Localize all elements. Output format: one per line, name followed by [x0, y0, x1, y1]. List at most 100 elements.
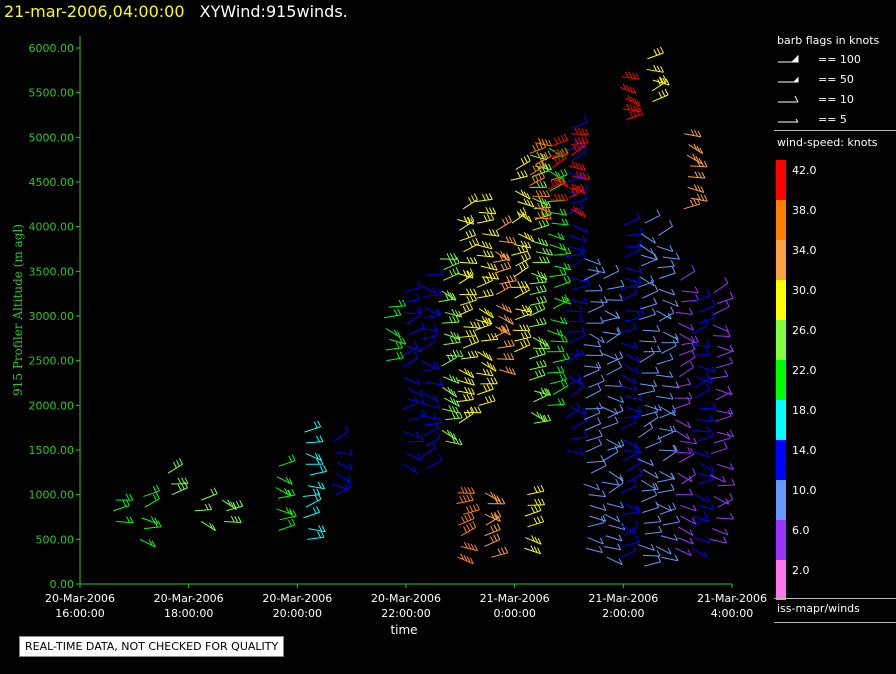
barb-tick — [561, 296, 566, 303]
barb-tick — [394, 329, 398, 336]
barb-tick — [152, 494, 157, 501]
barb-tick — [581, 186, 586, 194]
barb-tick — [571, 161, 576, 168]
barb-tick — [638, 467, 643, 475]
barb-staff — [570, 122, 588, 129]
wind-barb — [475, 193, 493, 203]
barb-tick — [523, 232, 528, 239]
barb-tick — [557, 345, 562, 352]
barb-staff — [608, 471, 624, 482]
wind-barb — [604, 513, 621, 523]
wind-barb — [603, 264, 620, 279]
wind-barb — [335, 448, 353, 456]
barb-tick — [471, 487, 475, 494]
barb-tick — [536, 286, 540, 293]
wind-barb — [694, 494, 711, 503]
barb-tick — [599, 537, 604, 545]
barb-tick — [687, 447, 692, 454]
barb-tick — [534, 498, 539, 506]
barb-staff — [144, 526, 162, 530]
barb-tick — [625, 84, 630, 92]
barb-staff — [546, 371, 564, 374]
barb-staff — [659, 411, 676, 419]
wind-barb — [715, 388, 733, 396]
barb-tick — [463, 216, 468, 223]
wind-barb — [623, 311, 642, 322]
barb-staff — [402, 346, 418, 357]
barb-staff — [442, 387, 457, 398]
barb-tick — [656, 209, 661, 216]
barb-tick — [520, 341, 524, 348]
barb-tick — [638, 394, 643, 401]
barb-tick — [467, 216, 472, 224]
barb-tick — [564, 147, 569, 154]
wind-barb — [115, 493, 134, 501]
barb-tick — [472, 504, 477, 511]
barb-staff — [445, 417, 463, 421]
wind-barb — [656, 353, 674, 365]
barb-tick — [482, 368, 487, 375]
barb-staff — [604, 385, 622, 387]
wind-barb — [512, 324, 531, 332]
barb-tick — [653, 380, 658, 387]
wind-barb — [409, 409, 426, 421]
wind-barb — [548, 232, 565, 241]
wind-barb — [619, 384, 637, 391]
barb-tick — [285, 507, 290, 514]
barb-tick — [458, 438, 463, 445]
wind-barb — [278, 454, 296, 467]
barb-tick — [652, 335, 657, 343]
legend-divider — [774, 622, 896, 623]
barb-staff — [656, 503, 672, 512]
barb-tick — [524, 280, 529, 288]
barb-staff — [420, 340, 436, 351]
flag-label-10: == 10 — [818, 93, 854, 106]
barb-tick — [527, 330, 532, 338]
wind-barb — [529, 181, 548, 188]
barb-staff — [674, 402, 691, 410]
barb-tick — [531, 176, 536, 183]
barb-staff — [495, 285, 512, 295]
x-tick-label-date: 21-Mar-2006 — [588, 592, 658, 605]
wind-barb — [620, 479, 637, 494]
barb-staff — [572, 176, 590, 180]
barb-tick — [500, 250, 505, 258]
barb-staff — [277, 494, 295, 499]
barb-tick — [512, 237, 517, 244]
barb-staff — [401, 402, 418, 411]
barb-tick — [632, 527, 637, 535]
barb-tick — [557, 149, 562, 156]
barb-staff — [510, 175, 528, 181]
colorbar-label: 22.0 — [792, 364, 817, 377]
barb-staff — [624, 277, 642, 284]
barb-staff — [644, 214, 661, 224]
barb-tick — [506, 254, 510, 262]
wind-barb — [639, 347, 655, 363]
wind-barb — [624, 503, 641, 512]
wind-barb — [546, 169, 562, 180]
barb-staff — [658, 288, 675, 296]
wind-barb — [642, 284, 659, 299]
barb-tick — [617, 441, 622, 448]
barb-staff — [514, 266, 529, 278]
barb-staff — [305, 441, 323, 444]
barb-tick — [402, 337, 407, 345]
wind-barb — [224, 515, 242, 524]
wind-barb — [675, 547, 692, 557]
barb-tick — [731, 478, 736, 486]
wind-barb — [625, 227, 644, 237]
wind-barb — [644, 525, 663, 535]
barb-staff — [565, 310, 583, 313]
barb-tick — [691, 350, 696, 358]
barb-tick — [501, 303, 506, 310]
barb-tick — [505, 236, 510, 243]
barb-tick — [662, 77, 667, 85]
barb-tick — [472, 520, 477, 528]
barb-tick — [456, 349, 460, 357]
barb-staff — [498, 315, 514, 325]
barb-tick — [656, 549, 661, 557]
barb-tick — [488, 228, 493, 236]
barb-tick — [693, 437, 698, 445]
wind-barb — [659, 405, 676, 419]
barb-tick — [635, 506, 640, 513]
